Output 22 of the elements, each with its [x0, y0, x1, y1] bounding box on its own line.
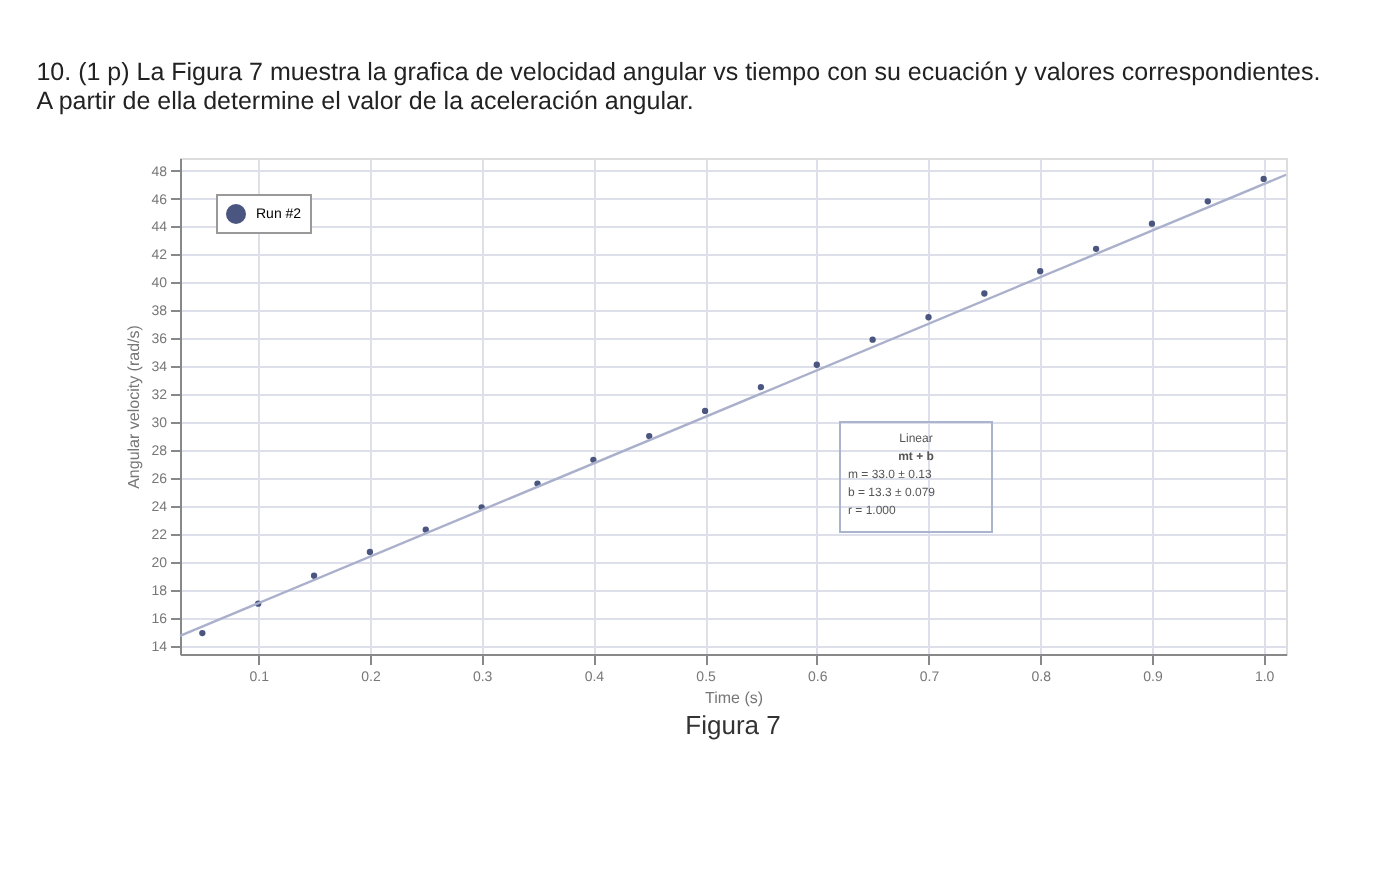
x-axis-title: Time (s) — [704, 689, 764, 707]
point — [1092, 245, 1100, 252]
point — [1260, 175, 1267, 183]
point — [310, 572, 318, 579]
point — [199, 629, 206, 637]
point — [1148, 220, 1156, 227]
point — [757, 383, 765, 391]
point — [1037, 268, 1044, 275]
point — [869, 336, 876, 343]
point — [646, 432, 653, 440]
point — [813, 361, 820, 368]
point — [925, 314, 932, 321]
text: A partir de ella determine el valor de la aceleración angular. — [36, 87, 694, 115]
point — [422, 526, 429, 533]
point — [590, 456, 597, 463]
point — [981, 290, 988, 297]
y-axis-title: Angular velocity (rad/s) — [125, 324, 144, 489]
point — [701, 407, 709, 415]
text: 10. (1 p) La Figura 7 muestra la grafica de velocidad angular vs tiempo con su ecuación y valores correspondientes. — [36, 58, 1321, 86]
point — [366, 548, 374, 556]
text: Figura 7 — [685, 710, 781, 740]
point — [1204, 198, 1211, 205]
